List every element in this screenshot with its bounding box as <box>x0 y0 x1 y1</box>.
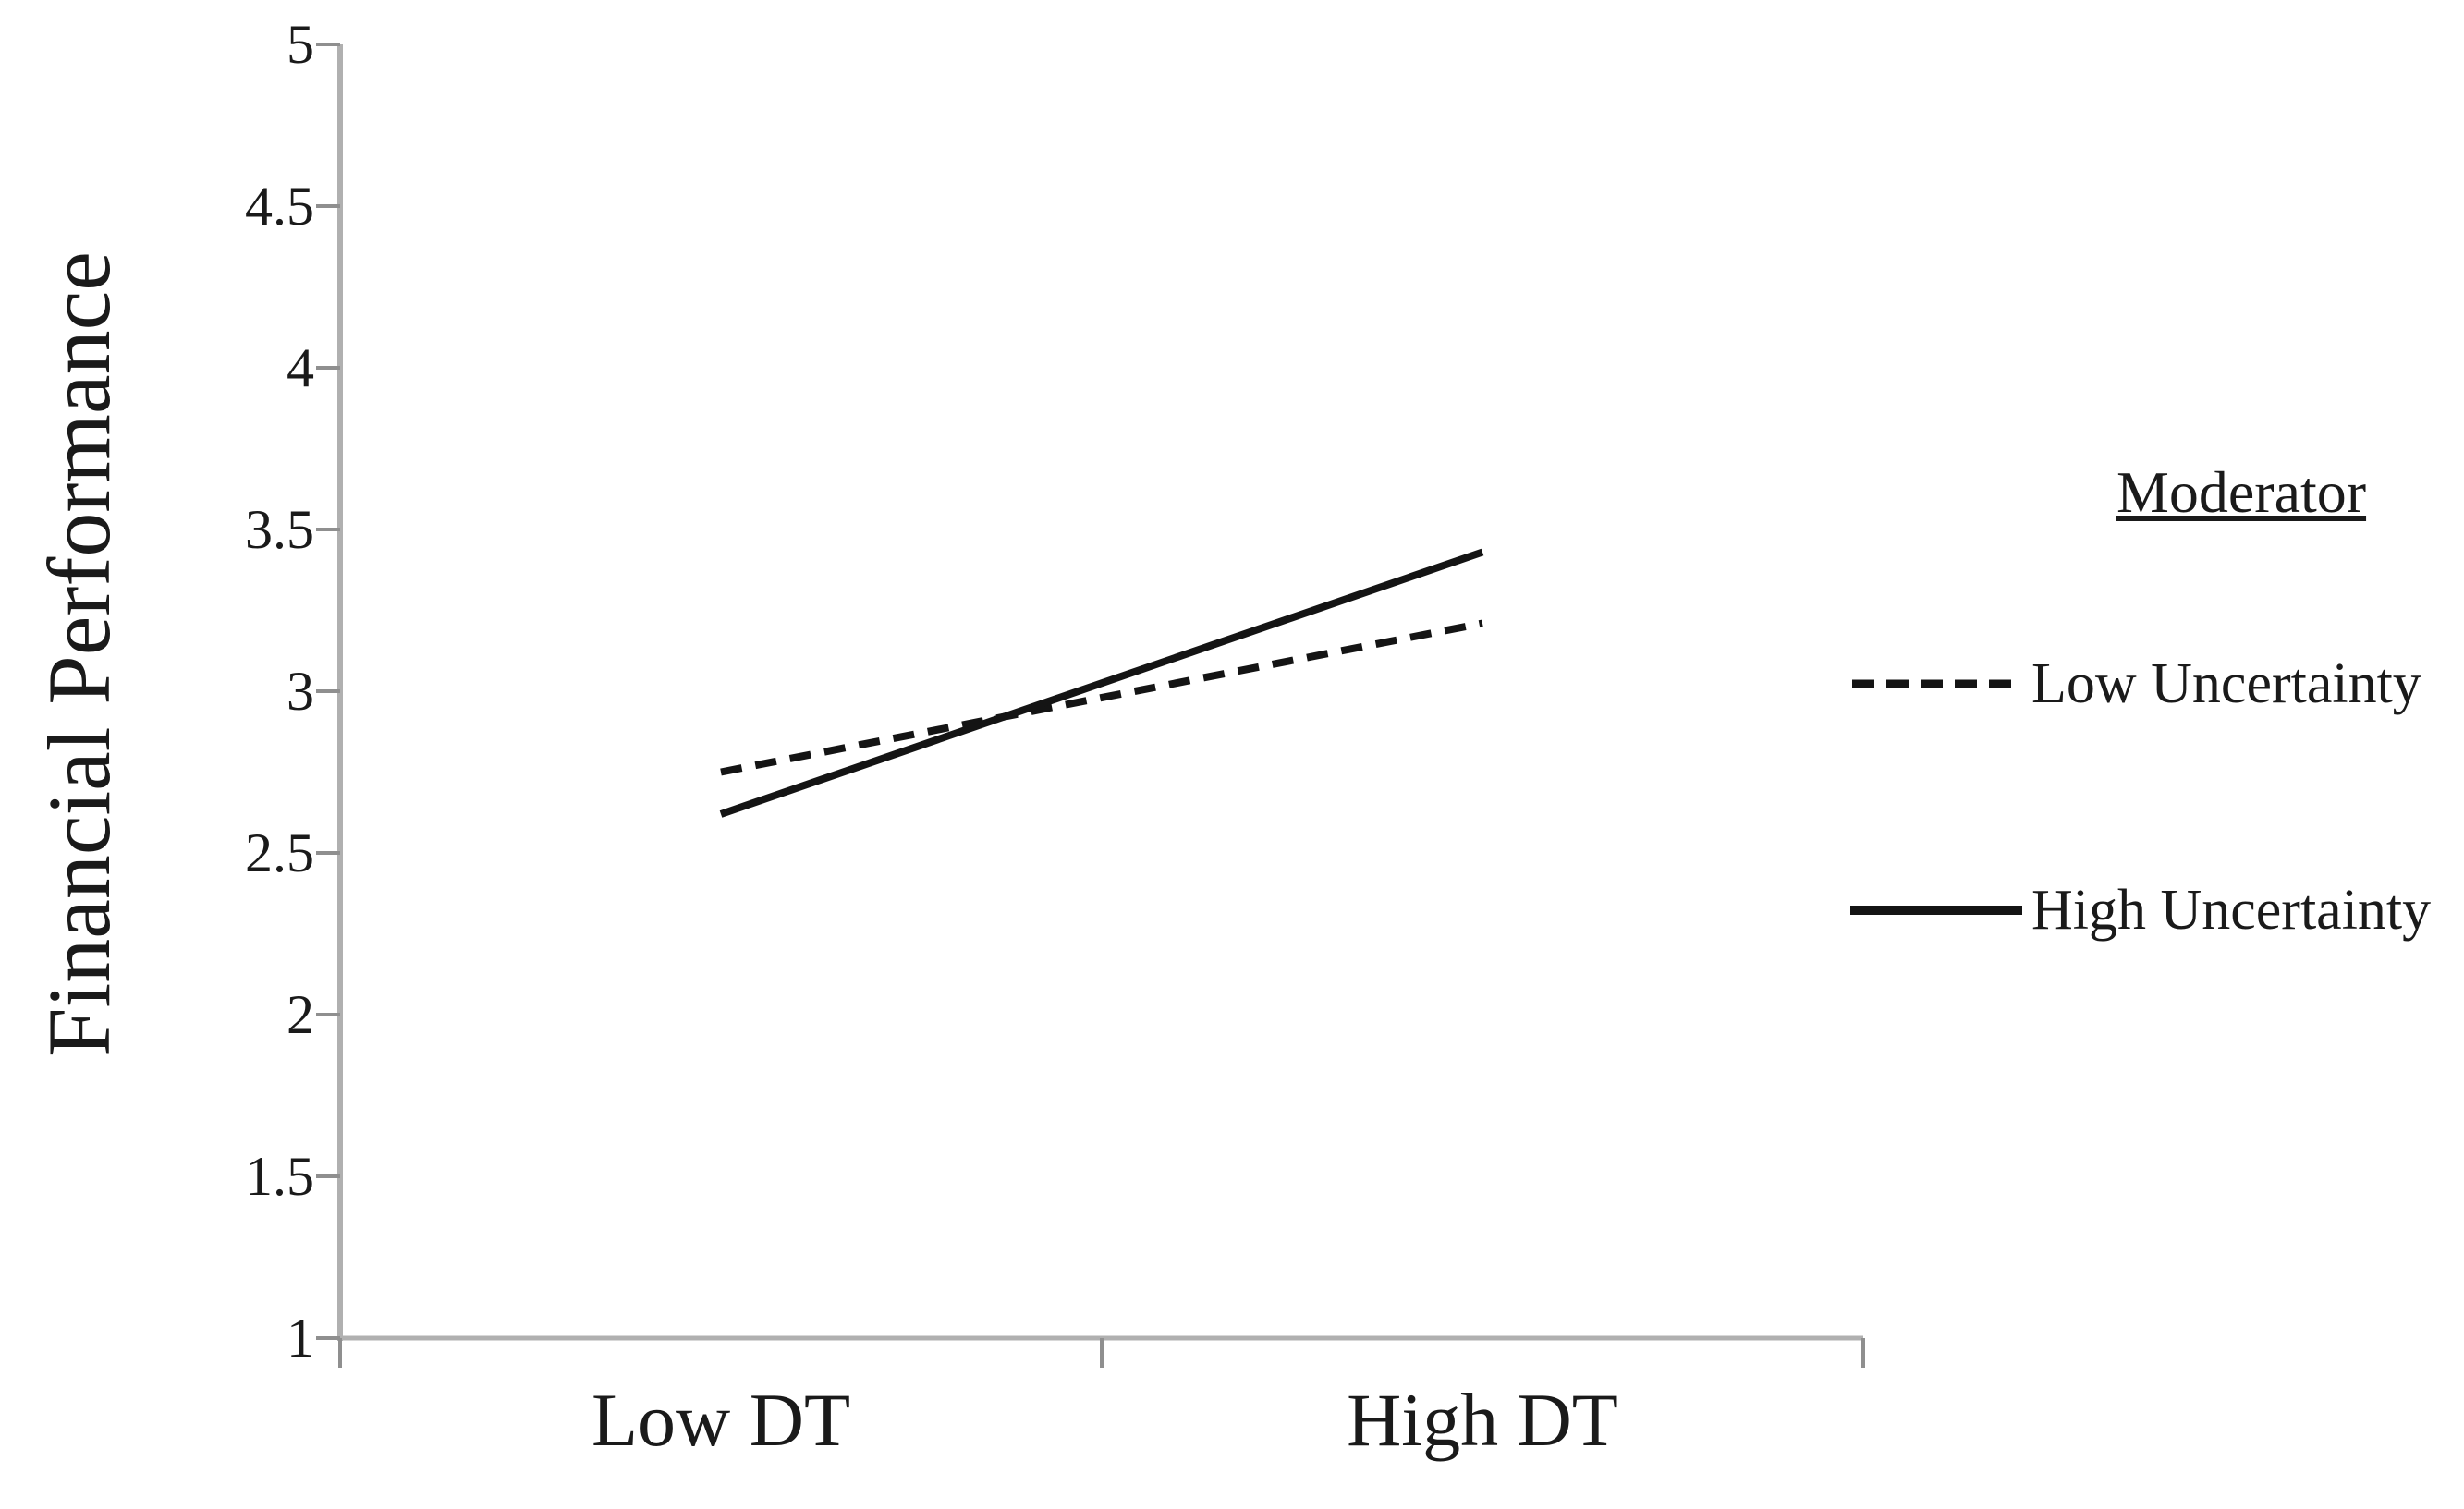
series-line-low-uncertainty <box>720 619 1483 776</box>
dashed-line-sample <box>1852 679 2020 688</box>
legend-item: High Uncertainty <box>1848 869 2431 952</box>
y-tick-label: 2 <box>287 984 314 1045</box>
series-line-high-uncertainty <box>719 548 1484 818</box>
y-tick-label: 1.5 <box>245 1146 314 1207</box>
y-tick-label: 4.5 <box>245 176 314 237</box>
solid-line-sample <box>1850 906 2022 915</box>
y-tick-label: 5 <box>287 14 314 75</box>
x-category-label-high-dt: High DT <box>1347 1378 1618 1462</box>
y-tick-label: 4 <box>287 337 314 398</box>
y-axis-ticks <box>316 43 340 1340</box>
x-axis-ticks <box>338 1338 1865 1368</box>
legend-item-label: High Uncertainty <box>2031 879 2432 942</box>
x-category-label-low-dt: Low DT <box>591 1378 851 1462</box>
series-lines <box>719 548 1484 818</box>
y-tick-label: 3 <box>287 661 314 722</box>
legend-item-label: Low Uncertainty <box>2031 652 2421 715</box>
legend-title: Moderator <box>2116 459 2367 525</box>
y-tick-label: 2.5 <box>245 822 314 883</box>
y-tick-label: 1 <box>287 1308 314 1369</box>
y-tick-label: 3.5 <box>245 499 314 560</box>
legend-item: Low Uncertainty <box>1848 642 2421 725</box>
